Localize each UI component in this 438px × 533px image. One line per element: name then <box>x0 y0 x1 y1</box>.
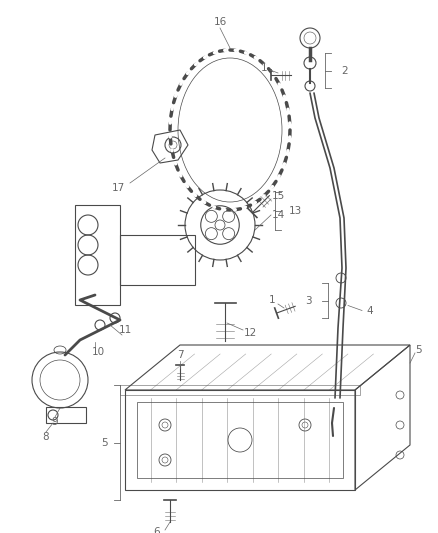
Text: 1: 1 <box>268 295 276 305</box>
Text: 6: 6 <box>154 527 160 533</box>
Text: 8: 8 <box>42 432 49 442</box>
Text: 4: 4 <box>367 305 373 316</box>
Text: 10: 10 <box>92 347 105 357</box>
Text: 3: 3 <box>305 295 311 305</box>
Text: 16: 16 <box>213 17 226 27</box>
Text: 5: 5 <box>415 345 421 355</box>
Text: 1: 1 <box>261 63 267 73</box>
Text: 13: 13 <box>288 206 302 216</box>
Text: 15: 15 <box>272 191 285 201</box>
Text: 2: 2 <box>342 66 348 76</box>
Text: 12: 12 <box>244 328 257 338</box>
Text: 11: 11 <box>118 325 132 335</box>
Text: 7: 7 <box>177 350 184 360</box>
Text: 5: 5 <box>101 438 107 448</box>
Text: 9: 9 <box>52 417 58 427</box>
Text: 14: 14 <box>272 210 285 220</box>
Text: 17: 17 <box>111 183 125 193</box>
